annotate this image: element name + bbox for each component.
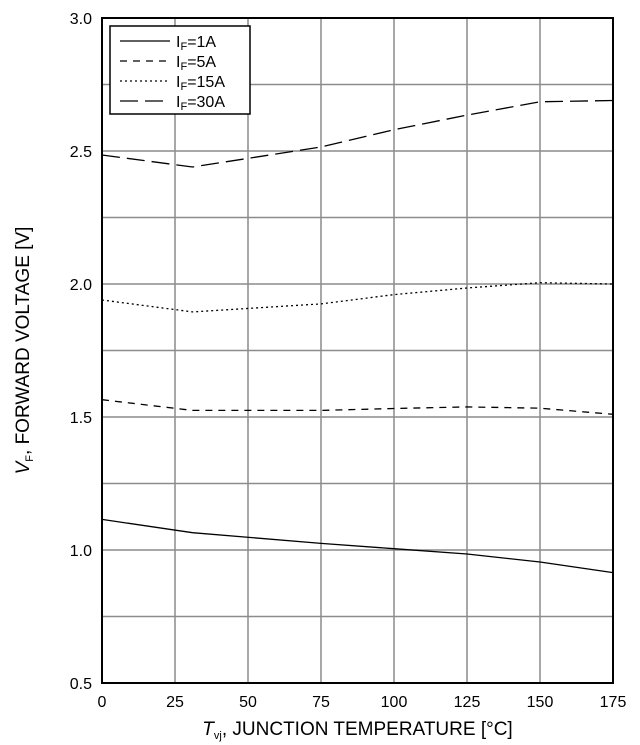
x-tick-label: 50 (239, 694, 257, 711)
series-group (101, 99, 614, 574)
y-tick-label: 1.5 (70, 410, 92, 427)
y-tick-label: 3.0 (70, 11, 92, 28)
legend-label-1: IF=1A (176, 34, 216, 53)
y-tick-label: 0.5 (70, 676, 92, 693)
y-axis-symbol: V (13, 459, 34, 474)
x-axis-title-text: , JUNCTION TEMPERATURE [°C] (222, 719, 513, 740)
legend-label-2: IF=5A (176, 54, 216, 73)
x-tick-label: 0 (98, 694, 107, 711)
x-axis-symbol: T (202, 719, 215, 740)
x-tick-label: 175 (600, 694, 627, 711)
series-line-4 (101, 99, 614, 168)
x-tick-labels: 0 25 50 75 100 125 150 175 (98, 694, 627, 711)
x-tick-label: 25 (166, 694, 184, 711)
x-tick-label: 75 (312, 694, 330, 711)
series-line-2 (101, 399, 614, 415)
y-tick-label: 2.0 (70, 277, 92, 294)
y-tick-labels: 0.5 1.0 1.5 2.0 2.5 3.0 (70, 11, 92, 693)
x-axis-title: Tvj, JUNCTION TEMPERATURE [°C] (202, 719, 512, 742)
x-tick-label: 100 (381, 694, 408, 711)
legend-label-3: IF=15A (176, 74, 225, 93)
y-tick-label: 1.0 (70, 543, 92, 560)
series-line-1 (101, 518, 614, 574)
y-axis-symbol-sub: F (24, 455, 36, 462)
grid (101, 17, 614, 684)
y-axis-title: VF, FORWARD VOLTAGE [V] (13, 227, 36, 475)
plot-frame (101, 17, 614, 684)
y-tick-label: 2.5 (70, 144, 92, 161)
y-axis-title-text: , FORWARD VOLTAGE [V] (13, 227, 34, 455)
series-line-3 (101, 282, 614, 313)
x-tick-label: 125 (454, 694, 481, 711)
legend-label-4: IF=30A (176, 94, 225, 113)
x-axis-symbol-sub: vj (214, 730, 222, 742)
x-tick-label: 150 (527, 694, 554, 711)
